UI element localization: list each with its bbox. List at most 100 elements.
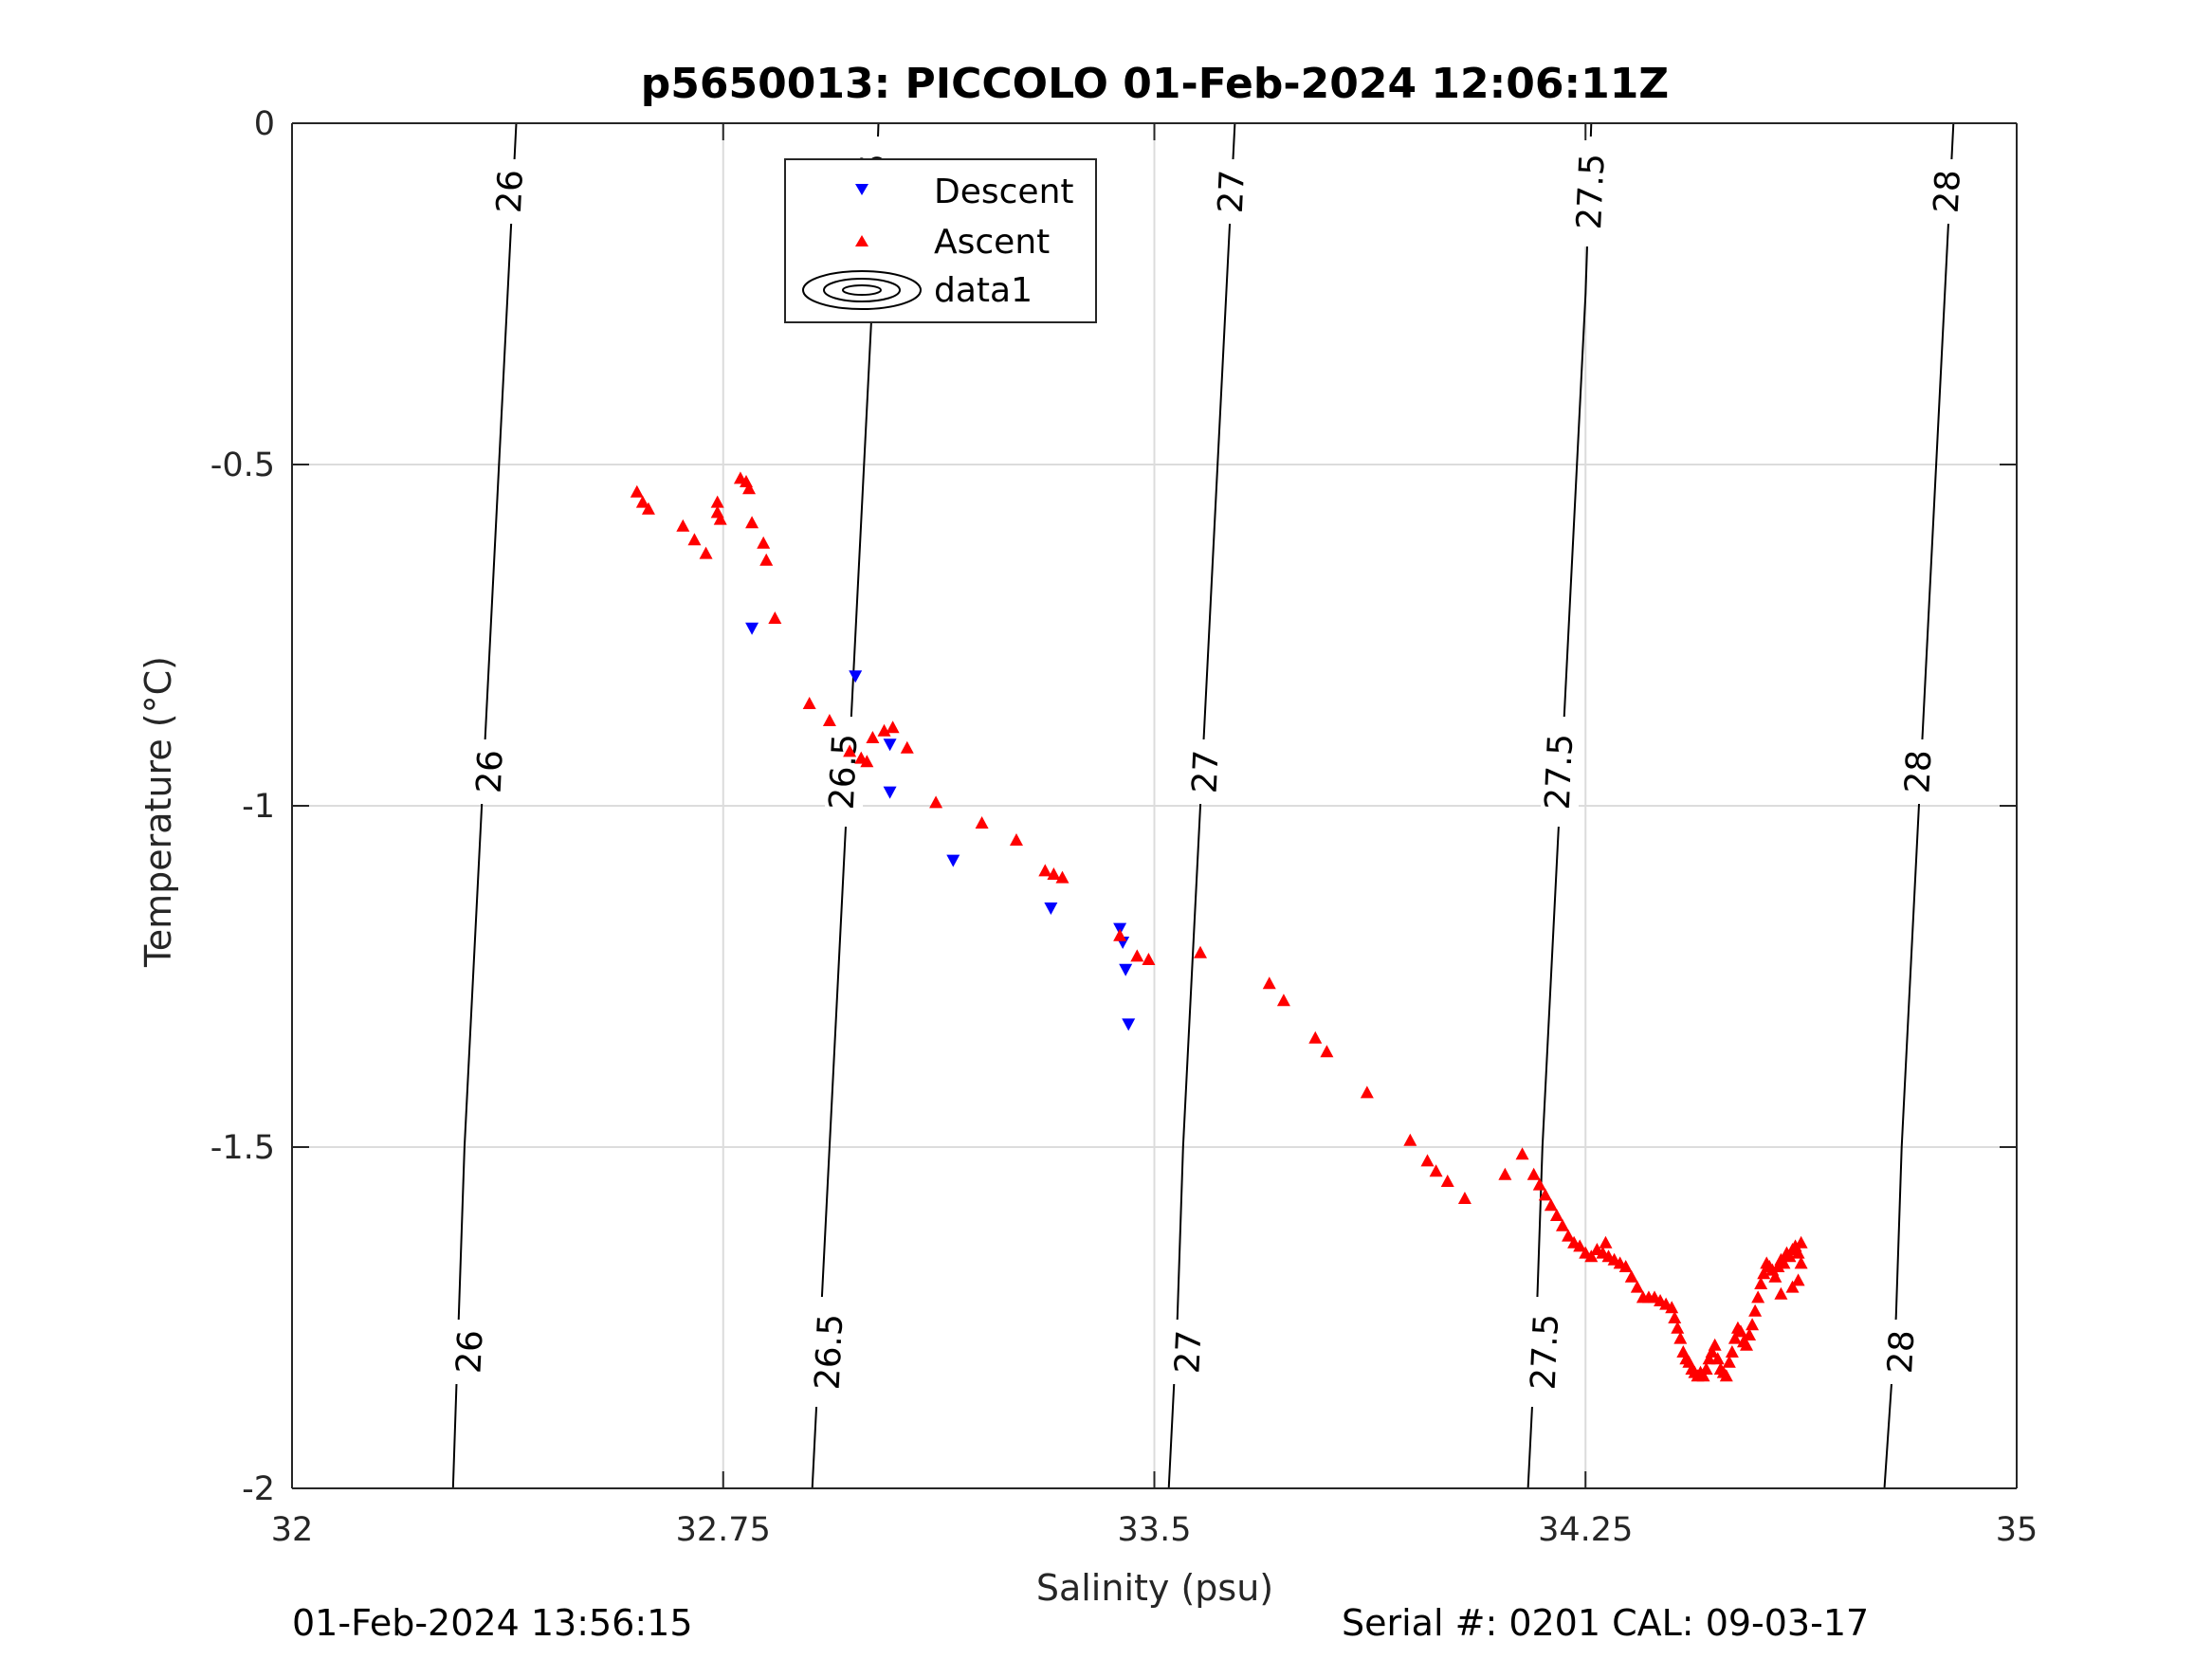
descent-point: [883, 786, 897, 799]
ascent-point: [1699, 1362, 1713, 1375]
descent-point: [849, 670, 863, 684]
ascent-point: [877, 723, 891, 737]
ascent-point: [1708, 1338, 1722, 1351]
descent-point: [883, 738, 897, 752]
ascent-point: [900, 740, 914, 754]
ascent-point: [929, 795, 943, 809]
ascent-point: [1584, 1249, 1599, 1263]
descent-point: [1119, 963, 1133, 976]
x-tick-label: 35: [1996, 1511, 2038, 1549]
ascent-point: [843, 744, 857, 757]
ascent-point: [1746, 1318, 1760, 1331]
contour-label-28: 28: [1928, 169, 1968, 214]
ascent-point: [1791, 1273, 1805, 1286]
ascent-point: [1757, 1267, 1771, 1280]
ascent-point: [1719, 1369, 1733, 1382]
axes: 32 32.75 33.5 34.25 35 0 -0.5 -1 -1.5 -2: [210, 105, 2038, 1549]
ascent-point: [1320, 1045, 1334, 1058]
ascent-point: [1794, 1256, 1808, 1269]
ascent-point: [757, 536, 771, 549]
density-contours: 26262626.526.526.527272727.527.527.52828…: [449, 122, 1968, 1489]
ascent-point: [1722, 1355, 1736, 1368]
contour-label-27: 27: [1212, 169, 1252, 214]
ascent-point: [1743, 1328, 1757, 1340]
ascent-point: [630, 484, 644, 498]
ascent-point: [1403, 1133, 1417, 1146]
ascent-point: [1526, 1167, 1541, 1180]
ascent-point: [1673, 1331, 1688, 1344]
ascent-point: [1777, 1256, 1791, 1269]
contour-label-27: 27: [1185, 749, 1226, 794]
contour-label-bg: [810, 1297, 849, 1407]
ascent-point: [1630, 1280, 1644, 1293]
ascent-point: [1308, 1030, 1323, 1044]
y-tick-label: -1.5: [210, 1129, 275, 1167]
y-tick-label: -1: [242, 788, 275, 826]
footer-serial: Serial #: 0201 CAL: 09-03-17: [1342, 1602, 1869, 1644]
data-points: [630, 471, 1808, 1382]
ascent-point: [1038, 864, 1052, 877]
ascent-point: [1754, 1277, 1768, 1289]
descent-point: [946, 854, 960, 867]
contour-label-27.5: 27.5: [1524, 1313, 1566, 1391]
ascent-point: [1794, 1235, 1808, 1249]
ascent-point: [1130, 949, 1144, 962]
contour-label-bg: [1213, 159, 1252, 224]
ascent-point: [641, 501, 655, 515]
descent-point: [1044, 902, 1058, 915]
ascent-point: [1009, 833, 1023, 846]
contour-27: [1167, 122, 1236, 1489]
contour-label-27.5: 27.5: [1570, 153, 1613, 230]
ascent-point: [1733, 1324, 1747, 1338]
ascent-point: [745, 516, 759, 529]
contour-28: [1883, 122, 1955, 1489]
legend-ascent-marker: [855, 235, 868, 246]
contour-label-28: 28: [1898, 749, 1939, 794]
ascent-point: [1113, 928, 1127, 941]
ascent-point: [1751, 1290, 1765, 1304]
ascent-point: [676, 519, 690, 532]
ascent-point: [1665, 1301, 1679, 1314]
ascent-point: [742, 482, 757, 495]
ascent-point: [860, 755, 874, 768]
legend: Descent Ascent data1: [784, 158, 1097, 323]
contour-label-bg: [1899, 739, 1938, 804]
ascent-point: [635, 495, 649, 508]
ascent-point: [1055, 870, 1069, 884]
contour-label-bg: [1882, 1320, 1921, 1384]
contour-label-bg: [825, 717, 864, 827]
descent-point: [745, 622, 759, 635]
contour-label-26: 26: [449, 1329, 490, 1375]
contour-label-bg: [1572, 137, 1611, 246]
ascent-point: [713, 512, 727, 525]
ascent-point: [1429, 1164, 1443, 1177]
contour-label-bg: [491, 159, 530, 224]
ascent-point: [1276, 994, 1290, 1007]
legend-ascent-label: Ascent: [934, 223, 1050, 262]
contour-label-bg: [1540, 717, 1579, 827]
contour-label-bg: [1169, 1320, 1208, 1384]
ascent-point: [1791, 1246, 1805, 1259]
ascent-point: [768, 611, 782, 624]
contour-label-27: 27: [1168, 1329, 1209, 1375]
ascent-point: [1360, 1085, 1374, 1099]
ascent-point: [1047, 867, 1061, 880]
ascent-point: [1748, 1304, 1763, 1317]
contour-label-bg: [1526, 1297, 1564, 1407]
legend-descent-marker: [855, 184, 868, 195]
contour-label-27.5: 27.5: [1539, 733, 1581, 811]
x-tick-label: 33.5: [1118, 1511, 1192, 1549]
contour-26: [451, 122, 518, 1489]
y-tick-label: -0.5: [210, 447, 275, 484]
ascent-point: [1562, 1229, 1576, 1242]
ascent-point: [1671, 1321, 1685, 1334]
contour-label-bg: [450, 1320, 489, 1384]
ascent-point: [1532, 1177, 1546, 1191]
ascent-point: [1668, 1311, 1682, 1323]
y-tick-label: 0: [254, 105, 275, 143]
legend-contour-icon: [802, 270, 922, 310]
contour-label-26: 26: [490, 169, 531, 214]
contour-label-26: 26: [470, 749, 511, 794]
ascent-point: [710, 495, 724, 508]
x-tick-label: 34.25: [1538, 1511, 1633, 1549]
